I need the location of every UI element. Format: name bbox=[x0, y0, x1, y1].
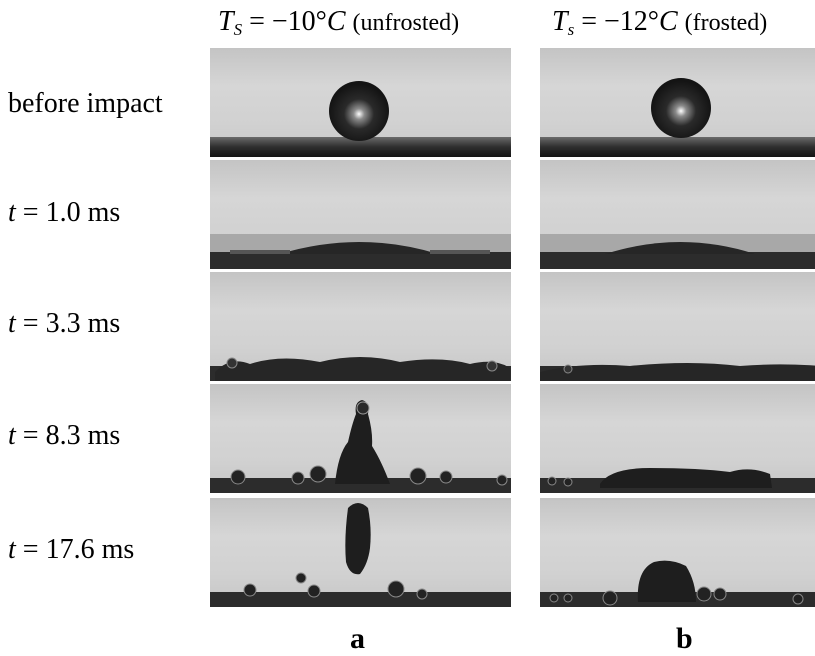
time-value: = 3.3 ms bbox=[22, 308, 121, 339]
spread-film bbox=[215, 357, 510, 381]
substrate-surface bbox=[210, 592, 511, 607]
frame-b-before-impact bbox=[540, 48, 815, 157]
panel-letter-b: b bbox=[676, 622, 693, 655]
temperature-subscript: s bbox=[567, 20, 575, 39]
row-label-before-impact: before impact bbox=[8, 88, 163, 120]
frame-a-time-1 bbox=[210, 160, 511, 269]
temperature-subscript: S bbox=[233, 20, 243, 39]
row-label-text: before impact bbox=[8, 88, 163, 119]
column-header-a: TS = −10°C (unfrosted) bbox=[218, 2, 459, 42]
frame-a-before-impact bbox=[210, 48, 511, 157]
spreading-lamella bbox=[280, 242, 438, 254]
frame-a-time-2 bbox=[210, 272, 511, 381]
spread-film bbox=[540, 363, 815, 381]
row-label-time-1: t = 1.0 ms bbox=[8, 197, 120, 229]
temperature-unit: C bbox=[658, 6, 678, 37]
time-value: = 1.0 ms bbox=[22, 197, 121, 228]
rebounding-droplet bbox=[637, 560, 696, 602]
frame-b-time-4 bbox=[540, 498, 815, 607]
substrate-surface bbox=[210, 137, 511, 157]
substrate-surface bbox=[540, 252, 815, 269]
row-label-time-3: t = 8.3 ms bbox=[8, 420, 120, 452]
surface-condition: (unfrosted) bbox=[352, 10, 460, 36]
temperature-unit: C bbox=[326, 6, 346, 37]
time-variable: t bbox=[8, 308, 16, 339]
frame-b-time-3 bbox=[540, 384, 815, 493]
water-droplet bbox=[651, 78, 711, 138]
substrate-surface bbox=[210, 478, 511, 493]
temperature-value: = −10° bbox=[249, 6, 327, 37]
frame-a-time-3 bbox=[210, 384, 511, 493]
temperature-symbol: T bbox=[218, 6, 234, 37]
spreading-lamella bbox=[605, 242, 755, 254]
frame-b-time-1 bbox=[540, 160, 815, 269]
water-droplet bbox=[329, 81, 389, 141]
row-label-time-4: t = 17.6 ms bbox=[8, 534, 134, 566]
frame-b-time-2 bbox=[540, 272, 815, 381]
temperature-symbol: T bbox=[552, 6, 568, 37]
substrate-surface bbox=[540, 137, 815, 157]
time-variable: t bbox=[8, 420, 16, 451]
row-label-time-2: t = 3.3 ms bbox=[8, 308, 120, 340]
column-header-b: Ts = −12°C (frosted) bbox=[552, 2, 767, 42]
frame-a-time-4 bbox=[210, 498, 511, 607]
time-variable: t bbox=[8, 534, 16, 565]
surface-condition: (frosted) bbox=[684, 10, 768, 36]
time-value: = 8.3 ms bbox=[22, 420, 121, 451]
retracting-film bbox=[600, 468, 772, 488]
rebound-jet bbox=[335, 400, 390, 484]
time-variable: t bbox=[8, 197, 16, 228]
panel-letter-a: a bbox=[350, 622, 365, 655]
time-value: = 17.6 ms bbox=[22, 534, 135, 565]
substrate-surface bbox=[210, 252, 511, 269]
temperature-value: = −12° bbox=[581, 6, 659, 37]
detached-droplet bbox=[345, 503, 371, 575]
